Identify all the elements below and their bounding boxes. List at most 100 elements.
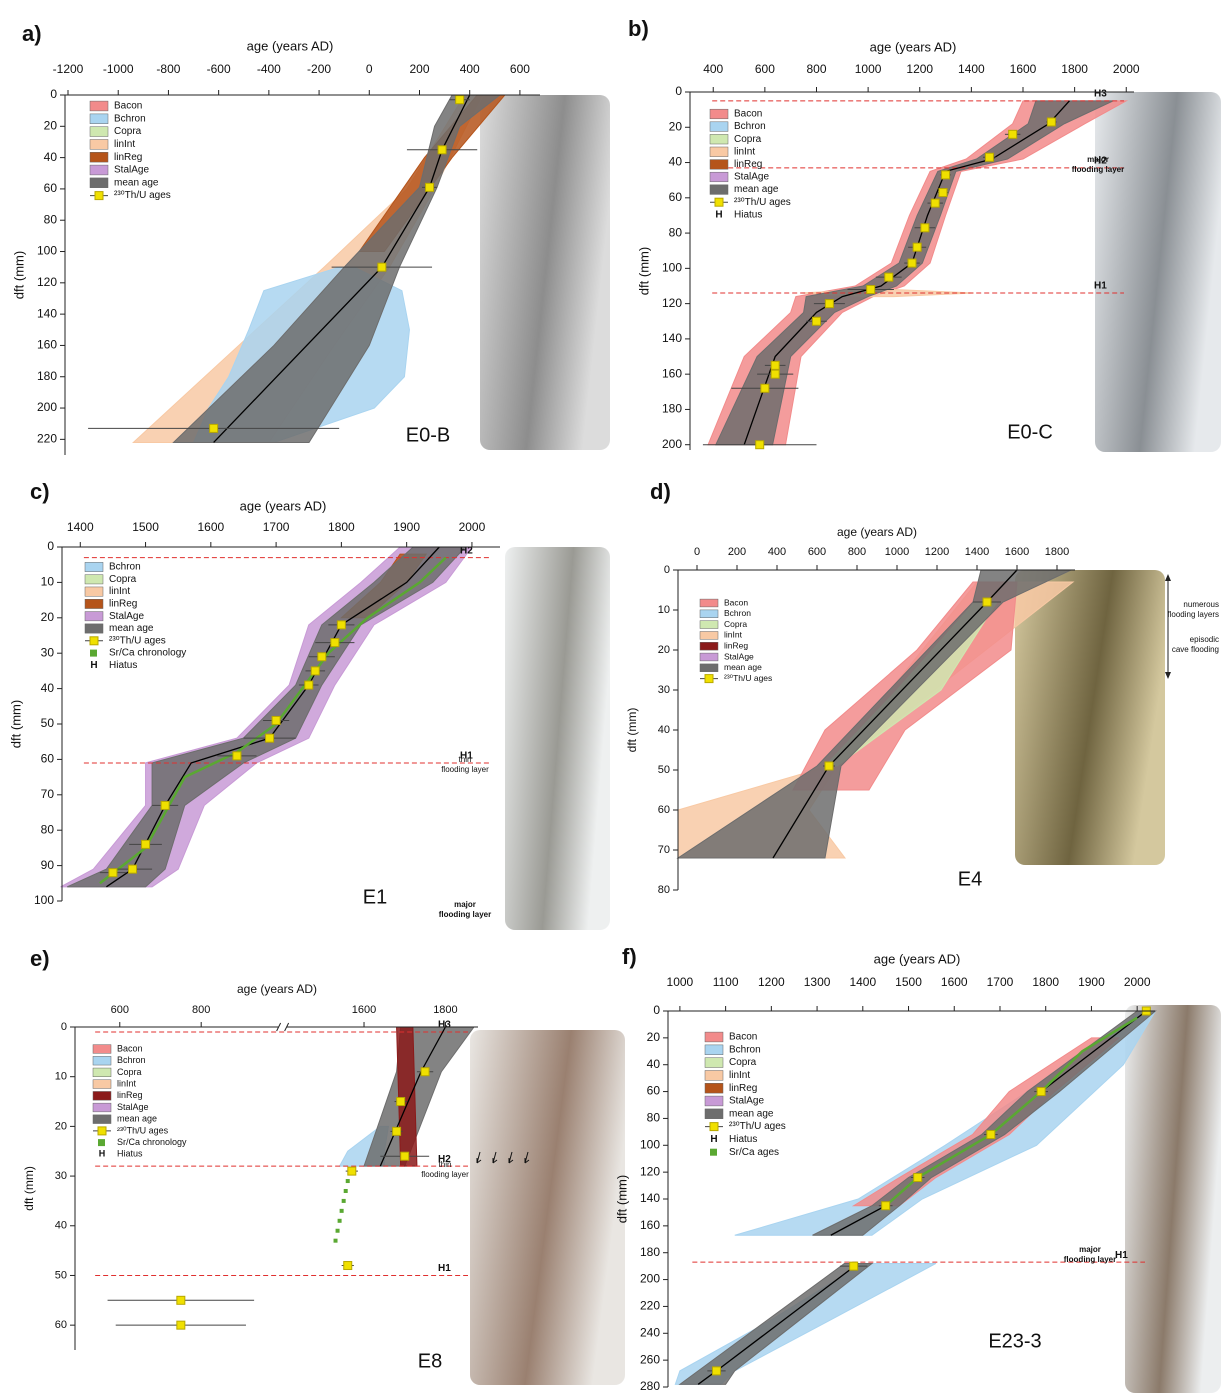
legend-swatch [710,109,728,119]
age-envelope [397,1027,417,1166]
hiatus-label: H1 [1094,281,1107,292]
age-point [426,183,434,191]
age-point [128,865,136,873]
y-tick-label: 100 [37,244,57,258]
y-tick-label: 40 [647,1057,661,1071]
age-point [272,716,280,724]
srca-point [346,1179,350,1183]
y-tick-label: 180 [640,1245,660,1259]
hiatus-label: H3 [1094,88,1107,99]
x-tick-label: 1000 [885,546,909,558]
legend-swatch [710,172,728,182]
hiatus-label: H1 [438,1263,451,1274]
age-point [987,1131,995,1139]
legend-swatch [93,1115,111,1124]
sample-label: E23-3 [988,1330,1041,1352]
age-point [983,598,991,606]
legend-label: Bacon [729,1032,757,1043]
age-point [421,1068,429,1076]
age-point [438,146,446,154]
age-point [456,96,464,104]
x-tick-label: 0 [694,546,700,558]
y-tick-label: 100 [34,893,54,907]
legend-label: Hiatus [109,660,137,671]
y-tick-label: 20 [658,644,670,656]
x-tick-label: 1000 [667,975,694,989]
legend-label: Bchron [117,1055,146,1065]
annotation: cave flooding [1172,645,1219,654]
y-tick-label: 200 [640,1272,660,1286]
y-tick-label: 0 [61,1021,67,1033]
legend-label: Bacon [117,1043,143,1053]
legend-swatch [90,152,108,162]
legend-swatch [85,599,103,608]
legend-swatch [705,1071,723,1081]
legend-label: Sr/Ca chronology [109,648,186,659]
legend-swatch [715,198,723,206]
legend-swatch [710,147,728,157]
legend-swatch [85,612,103,621]
x-tick-label: -800 [156,62,180,76]
legend-swatch [710,160,728,170]
x-tick-label: 1100 [713,975,739,989]
legend-swatch [705,1032,723,1042]
legend-swatch [93,1068,111,1077]
legend-swatch [710,1123,718,1131]
age-point [210,424,218,432]
legend-label: StalAge [734,172,769,183]
legend-label: Bchron [109,562,141,573]
srca-point [344,1189,348,1193]
x-tick-label: 1800 [1045,546,1069,558]
y-axis-label: dft (mm) [22,1166,36,1211]
legend-label: ²³⁰Th/U ages [724,673,772,683]
legend-swatch [710,185,728,195]
legend-swatch [90,178,108,188]
legend-label: Hiatus [117,1149,143,1159]
legend-symbol: H [710,1134,717,1145]
y-tick-label: 0 [653,1003,660,1017]
y-axis-label: dft (mm) [614,1175,629,1223]
x-tick-label: 1800 [1061,62,1088,76]
legend-label: mean age [734,184,779,195]
legend-label: linInt [109,586,130,597]
legend-swatch [705,1045,723,1055]
legend-swatch [98,1127,106,1135]
x-tick-label: 0 [366,62,373,76]
age-point [233,752,241,760]
legend-swatch [85,587,103,596]
legend-label: ²³⁰Th/U ages [734,197,791,208]
y-tick-label: 0 [47,539,54,553]
figure: -1200-1000-800-600-400-20002004006000204… [0,0,1221,1393]
y-tick-label: 80 [41,822,55,836]
y-tick-label: 50 [658,764,670,776]
y-tick-label: 30 [658,684,670,696]
legend-label: linInt [724,630,743,640]
legend-swatch [700,653,718,661]
legend-swatch [710,134,728,144]
y-tick-label: 20 [41,610,55,624]
age-point [311,667,319,675]
x-tick-label: 1300 [804,975,831,989]
legend-swatch [700,599,718,607]
annotation: flooding layer [1072,165,1124,174]
y-tick-label: 160 [37,338,57,352]
x-tick-label: 1600 [1010,62,1037,76]
legend-swatch [90,114,108,124]
annotation: numerous [1183,600,1219,609]
legend-label: Copra [729,1057,757,1068]
x-tick-label: -200 [307,62,331,76]
age-point [867,286,875,294]
x-tick-label: 600 [111,1004,129,1016]
legend-swatch [93,1045,111,1054]
legend-label: ²³⁰Th/U ages [117,1125,169,1135]
age-point [348,1167,356,1175]
legend-label: linReg [114,152,142,163]
annotation: thin [459,755,472,764]
x-tick-label: 1600 [197,520,224,534]
age-point [142,840,150,848]
age-point [397,1098,405,1106]
age-point [161,801,169,809]
legend-label: ²³⁰Th/U ages [729,1121,786,1132]
panel: 0200400600800100012001400160018000102030… [625,479,1219,896]
y-tick-label: 80 [44,212,58,226]
